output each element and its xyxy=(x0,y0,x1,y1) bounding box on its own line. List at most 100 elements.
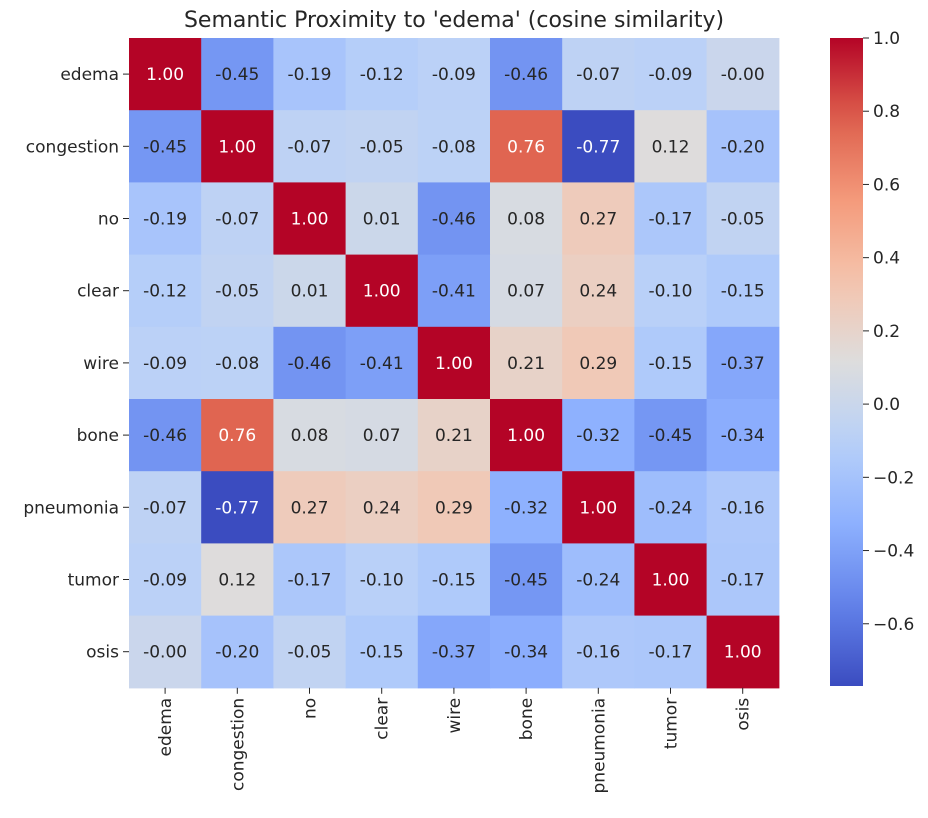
heatmap-cell xyxy=(706,471,780,544)
cell-value-label: -0.45 xyxy=(143,137,187,157)
cell-value-label: 0.24 xyxy=(363,498,401,518)
column-label: congestion xyxy=(228,698,248,791)
cell-value-label: 0.01 xyxy=(363,210,401,230)
cell-value-label: -0.77 xyxy=(215,498,259,518)
cell-value-label: 0.24 xyxy=(579,282,617,302)
heatmap-cell xyxy=(706,38,780,111)
heatmap-cell xyxy=(201,399,274,472)
cell-value-label: 1.00 xyxy=(363,282,401,302)
cell-value-label: -0.17 xyxy=(649,210,693,230)
cell-value-label: 1.00 xyxy=(652,571,690,591)
cell-value-label: -0.15 xyxy=(649,354,693,374)
heatmap-cell xyxy=(562,615,635,689)
column-label: bone xyxy=(517,698,537,740)
row-label: pneumonia xyxy=(23,498,119,518)
heatmap-cell xyxy=(417,110,491,183)
heatmap-cell xyxy=(634,254,708,328)
heatmap-cell xyxy=(490,110,563,183)
cell-value-label: 0.29 xyxy=(579,354,617,374)
cell-value-label: -0.09 xyxy=(143,354,187,374)
cell-value-label: 0.76 xyxy=(507,137,545,157)
heatmap-cell xyxy=(417,182,491,256)
heatmap-cell xyxy=(417,471,491,544)
cell-value-label: 1.00 xyxy=(435,354,473,374)
colorbar-tick-label: 0.0 xyxy=(873,395,900,415)
cell-value-label: -0.10 xyxy=(649,282,693,302)
heatmap-cell xyxy=(273,110,347,183)
heatmap-cell xyxy=(562,254,635,328)
cell-value-label: -0.10 xyxy=(360,571,404,591)
heatmap-cell xyxy=(706,254,780,328)
cell-value-label: -0.15 xyxy=(432,571,476,591)
cell-value-label: -0.00 xyxy=(143,643,187,663)
heatmap-cell xyxy=(490,399,563,472)
column-label: clear xyxy=(373,698,393,740)
heatmap-cell xyxy=(634,543,708,617)
heatmap-cell xyxy=(345,182,419,256)
cell-value-label: 0.21 xyxy=(507,354,545,374)
cell-value-label: -0.19 xyxy=(143,210,187,230)
cell-value-label: -0.05 xyxy=(288,643,332,663)
heatmap-cell xyxy=(417,543,491,617)
cell-value-label: -0.46 xyxy=(143,426,187,446)
heatmap-cell xyxy=(129,471,202,544)
cell-value-label: -0.37 xyxy=(721,354,765,374)
row-label: tumor xyxy=(68,571,119,591)
chart-title: Semantic Proximity to 'edema' (cosine si… xyxy=(184,8,724,33)
column-labels: edema congestion no clear wire bone pneumonia t… xyxy=(156,687,754,793)
heatmap-cell xyxy=(562,471,635,544)
cell-value-label: -0.45 xyxy=(649,426,693,446)
heatmap-cell xyxy=(201,615,274,689)
cell-value-label: 1.00 xyxy=(507,426,545,446)
heatmap-cell xyxy=(634,399,708,472)
cell-value-label: 0.08 xyxy=(291,426,329,446)
heatmap-cell xyxy=(273,615,347,689)
heatmap-cell xyxy=(129,254,202,328)
cell-value-label: 0.08 xyxy=(507,210,545,230)
row-label: osis xyxy=(86,643,119,663)
cell-value-label: -0.32 xyxy=(576,426,620,446)
row-label: no xyxy=(98,210,119,230)
heatmap-cell xyxy=(706,399,780,472)
cell-value-label: -0.20 xyxy=(721,137,765,157)
row-label: bone xyxy=(77,426,119,446)
cell-value-label: -0.08 xyxy=(215,354,259,374)
heatmap-cell xyxy=(562,326,635,400)
heatmap-cell xyxy=(417,326,491,400)
heatmap-cell xyxy=(345,38,419,111)
heatmap-cell xyxy=(201,38,274,111)
heatmap-cells: 1.00 -0.45 -0.19 -0.12 -0.09 -0.46 -0.07 -0.09 -… xyxy=(129,38,780,689)
cell-value-label: -0.37 xyxy=(432,643,476,663)
colorbar-tick-label: 0.2 xyxy=(873,322,900,342)
heatmap-cell xyxy=(706,326,780,400)
cell-value-label: 1.00 xyxy=(724,643,762,663)
colorbar-tick-label: 0.8 xyxy=(873,102,900,122)
heatmap-cell xyxy=(201,182,274,256)
heatmap-cell xyxy=(129,110,202,183)
heatmap-cell xyxy=(706,543,780,617)
heatmap-cell xyxy=(201,110,274,183)
cell-value-label: -0.07 xyxy=(215,210,259,230)
heatmap-cell xyxy=(345,326,419,400)
column-label: osis xyxy=(734,698,754,731)
column-label: edema xyxy=(156,698,176,757)
cell-value-label: -0.46 xyxy=(504,65,548,85)
cell-value-label: 0.01 xyxy=(291,282,329,302)
heatmap-cell xyxy=(201,543,274,617)
heatmap-cell xyxy=(129,543,202,617)
cell-value-label: -0.08 xyxy=(432,137,476,157)
cell-value-label: -0.19 xyxy=(288,65,332,85)
cell-value-label: 0.21 xyxy=(435,426,473,446)
colorbar-tick-label: −0.4 xyxy=(873,542,914,562)
cell-value-label: -0.07 xyxy=(576,65,620,85)
row-label: wire xyxy=(83,354,119,374)
heatmap-cell xyxy=(345,543,419,617)
cell-value-label: -0.05 xyxy=(360,137,404,157)
heatmap-cell xyxy=(201,471,274,544)
heatmap-cell xyxy=(417,615,491,689)
cell-value-label: -0.05 xyxy=(721,210,765,230)
cell-value-label: -0.41 xyxy=(360,354,404,374)
colorbar-tick-label: 1.0 xyxy=(873,29,900,49)
heatmap-cell xyxy=(345,615,419,689)
cell-value-label: -0.41 xyxy=(432,282,476,302)
